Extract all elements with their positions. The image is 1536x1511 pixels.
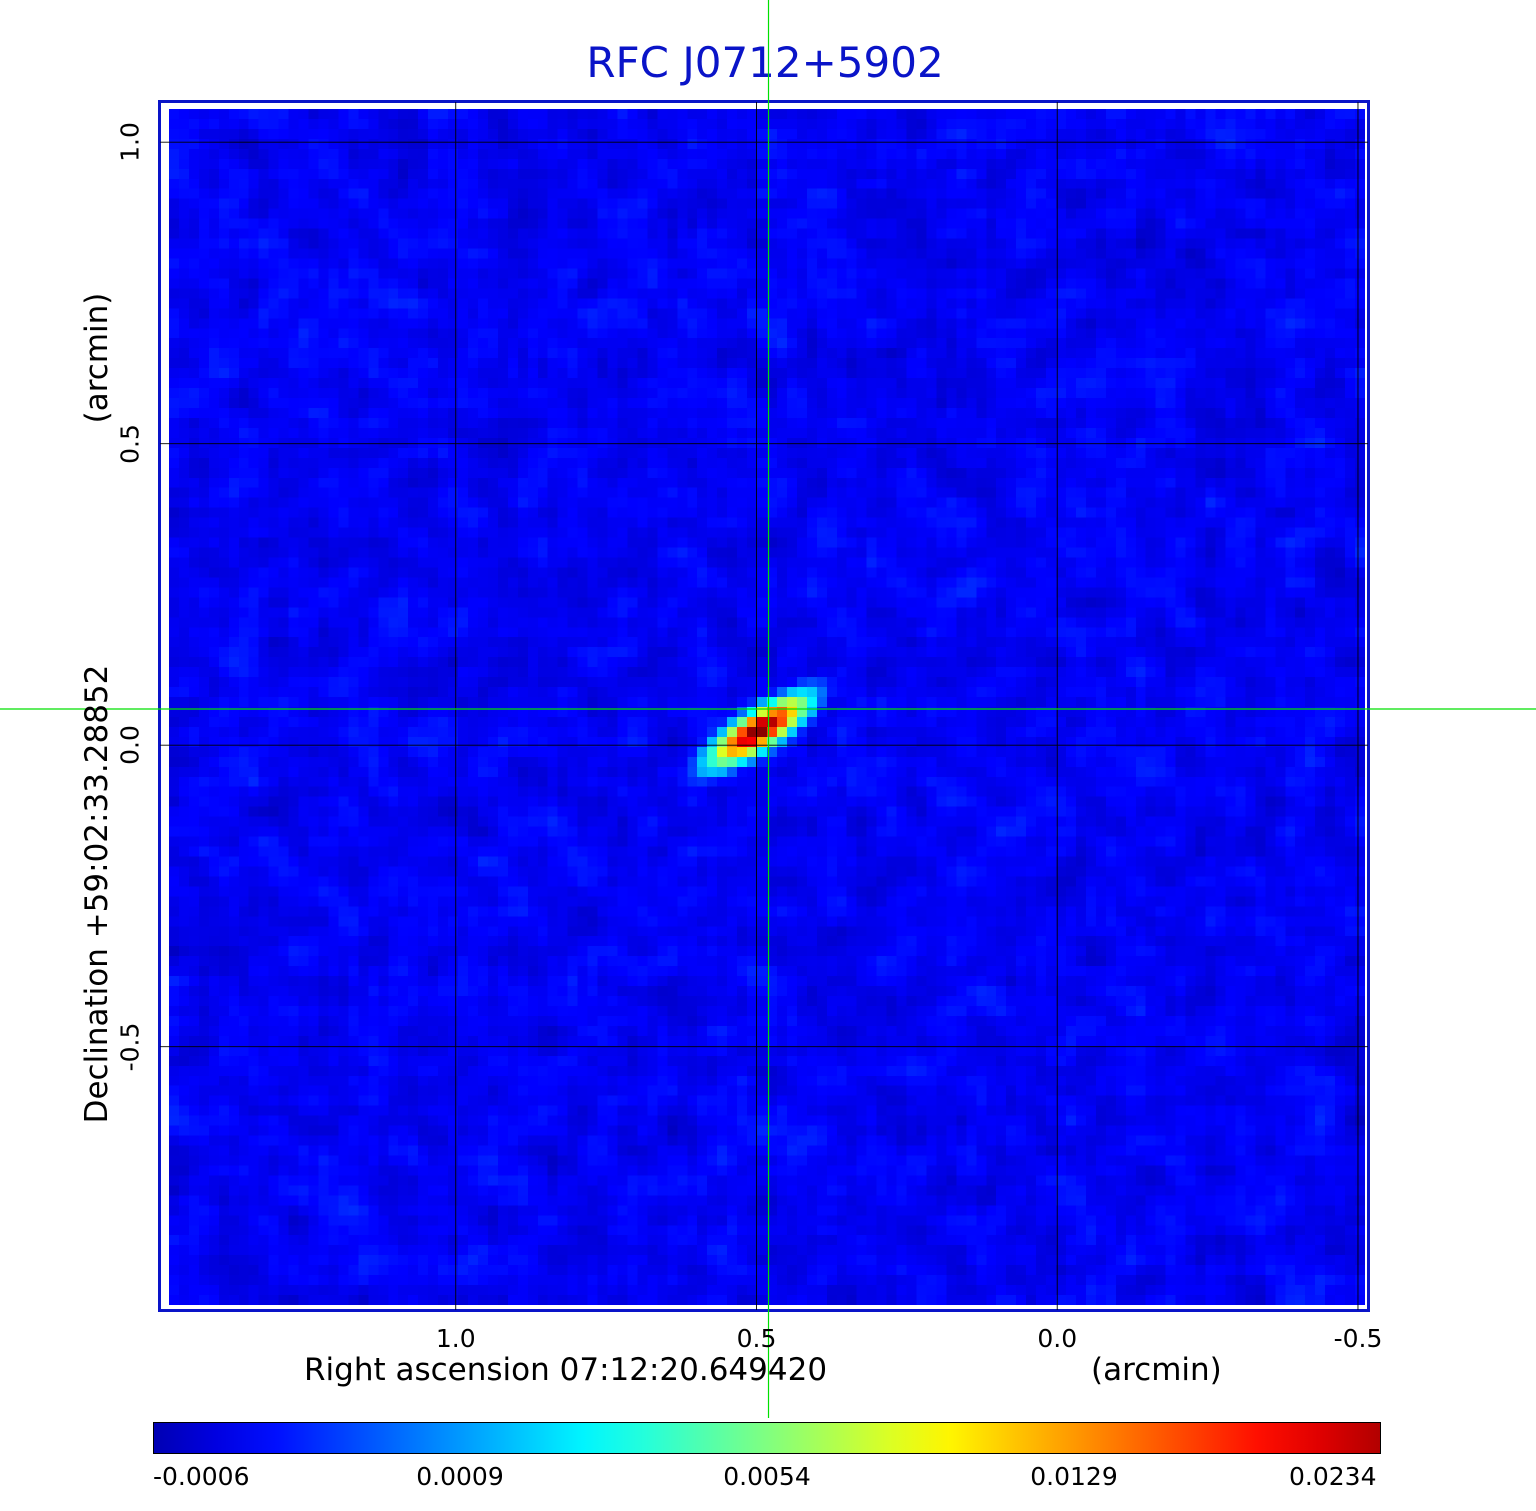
x-tick-label-2: 0.0 [1037, 1324, 1078, 1353]
plot-frame [158, 100, 1370, 1312]
y-tick-label-3: -0.5 [115, 1022, 145, 1072]
x-axis-unit: (arcmin) [1091, 1352, 1222, 1388]
chart-title: RFC J0712+5902 [586, 38, 944, 87]
x-tick-label-3: -0.5 [1333, 1324, 1383, 1353]
y-tick-label-0: 1.0 [115, 122, 145, 163]
y-tick-label-1: 0.5 [115, 423, 145, 464]
intensity-heatmap [169, 109, 1365, 1305]
y-axis-unit: (arcmin) [79, 292, 115, 424]
colorbar-tick-3: 0.0129 [1030, 1462, 1118, 1491]
x-tick-label-0: 1.0 [435, 1324, 476, 1353]
colorbar-tick-0: -0.0006 [153, 1462, 250, 1491]
x-axis-label: Right ascension 07:12:20.649420 [304, 1352, 828, 1388]
colorbar-tick-1: 0.0009 [416, 1462, 504, 1491]
x-tick-label-1: 0.5 [736, 1324, 777, 1353]
y-tick-label-2: 0.0 [115, 725, 145, 766]
colorbar [153, 1422, 1381, 1454]
y-axis-label: Declination +59:02:33.28852 [79, 664, 115, 1124]
colorbar-tick-4: 0.0234 [1289, 1462, 1377, 1491]
colorbar-tick-2: 0.0054 [723, 1462, 811, 1491]
